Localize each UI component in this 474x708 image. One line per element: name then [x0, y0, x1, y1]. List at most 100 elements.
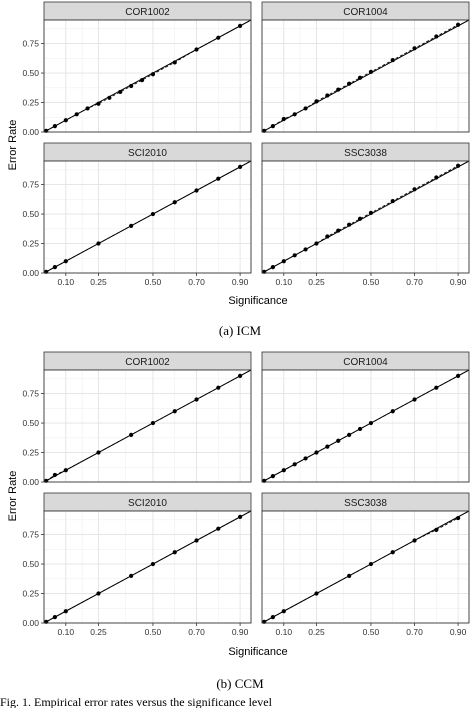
data-point	[194, 397, 199, 402]
data-point	[238, 373, 243, 378]
facet-cor1004: COR1004	[261, 1, 470, 133]
facet-strip-label: SSC3038	[344, 498, 387, 509]
data-point	[63, 609, 68, 614]
y-tick-label: 0.00	[22, 268, 39, 278]
data-point	[412, 397, 417, 402]
y-tick-label: 0.75	[22, 39, 39, 49]
figure-a: Error Rate Significance (a) ICM	[7, 120, 288, 338]
x-tick-label: 0.90	[450, 627, 467, 637]
panel-border	[261, 369, 470, 483]
data-point	[347, 573, 352, 578]
y-tick-label: 0.50	[22, 68, 39, 78]
x-tick-label: 0.10	[276, 627, 293, 637]
series-line	[46, 25, 241, 132]
data-point	[238, 514, 243, 519]
x-tick-label: 0.10	[58, 627, 75, 637]
series-line	[264, 165, 459, 273]
y-tick-label: 0.75	[22, 389, 39, 399]
panel-border	[43, 510, 252, 624]
data-point	[194, 47, 199, 52]
data-point	[303, 456, 308, 461]
data-point	[281, 259, 286, 264]
data-point	[270, 265, 275, 270]
y-tick-label: 0.25	[22, 239, 39, 249]
data-point	[129, 432, 134, 437]
facet-strip-label: SSC3038	[344, 148, 387, 159]
x-tick-label: 0.50	[363, 627, 380, 637]
data-point	[238, 164, 243, 169]
x-tick-label: 0.50	[145, 627, 162, 637]
data-point	[52, 124, 57, 129]
x-tick-label: 0.70	[188, 627, 205, 637]
data-point	[85, 106, 90, 111]
data-point	[412, 46, 417, 51]
data-point	[63, 468, 68, 473]
data-point	[216, 526, 221, 531]
data-point	[434, 34, 439, 39]
data-point	[129, 223, 134, 228]
x-tick-label: 0.90	[232, 277, 249, 287]
data-point	[390, 550, 395, 555]
y-tick-label: 0.25	[22, 98, 39, 108]
data-point	[52, 615, 57, 620]
data-point	[52, 472, 57, 478]
x-tick-label: 0.25	[90, 627, 107, 637]
data-point	[150, 420, 156, 426]
x-tick-label: 0.90	[450, 277, 467, 287]
data-point	[390, 198, 395, 204]
data-point	[150, 211, 156, 217]
data-point	[194, 538, 199, 543]
data-point	[347, 81, 352, 86]
figure-b: Error Rate Significance (b) CCM	[7, 471, 288, 691]
data-point	[270, 474, 275, 479]
x-tick-label: 0.70	[188, 277, 205, 287]
x-tick-label: 0.10	[276, 277, 293, 287]
facet-panels: COR1002 0.00 0.25 0.50 0.75 COR1004 SCI2010 0.0…	[22, 1, 470, 637]
data-point	[336, 228, 341, 233]
xlabel-b: Significance	[228, 646, 287, 658]
ylabel-b: Error Rate	[7, 471, 19, 522]
y-tick-label: 0.75	[22, 530, 39, 540]
data-point	[325, 234, 330, 239]
y-tick-label: 0.00	[22, 477, 39, 487]
facet-strip-label: COR1002	[125, 357, 170, 368]
data-point	[270, 124, 275, 129]
data-point	[172, 409, 177, 414]
facet-strip-label: SCI2010	[128, 498, 167, 509]
data-point	[238, 23, 243, 28]
y-tick-label: 0.75	[22, 180, 39, 190]
data-point	[74, 112, 79, 117]
x-tick-label: 0.70	[406, 277, 423, 287]
panel-border	[43, 19, 252, 133]
panel-border	[261, 510, 470, 624]
xlabel-a: Significance	[228, 295, 287, 307]
data-point	[107, 95, 112, 100]
caption-b: (b) CCM	[216, 676, 264, 691]
series-line	[45, 375, 241, 482]
x-tick-label: 0.25	[90, 277, 107, 287]
data-point	[314, 99, 319, 104]
data-point	[172, 550, 177, 555]
facet-strip-label: SCI2010	[128, 148, 167, 159]
data-point	[456, 163, 461, 168]
x-tick-label: 0.50	[145, 277, 162, 287]
data-point	[172, 200, 177, 205]
facet-ssc3038: SSC3038 0.10 0.25 0.50 0.70 0.90	[261, 142, 470, 287]
data-point	[129, 83, 134, 89]
facet-sci2010: SCI2010 0.00 0.25 0.50 0.75 0.10 0.25 0.50 0.70 0…	[22, 142, 252, 287]
data-point	[96, 450, 101, 455]
data-point	[172, 60, 177, 65]
facet-cor1002: COR1002 0.00 0.25 0.50 0.75	[22, 1, 252, 137]
panel-border	[261, 19, 470, 133]
data-point	[216, 385, 221, 390]
data-point	[434, 527, 439, 532]
x-tick-label: 0.10	[58, 277, 75, 287]
data-point	[325, 93, 330, 98]
data-point	[52, 265, 57, 270]
data-point	[357, 426, 363, 432]
x-tick-label: 0.50	[363, 277, 380, 287]
data-point	[281, 116, 286, 122]
y-tick-label: 0.25	[22, 448, 39, 458]
series-line	[264, 24, 459, 132]
